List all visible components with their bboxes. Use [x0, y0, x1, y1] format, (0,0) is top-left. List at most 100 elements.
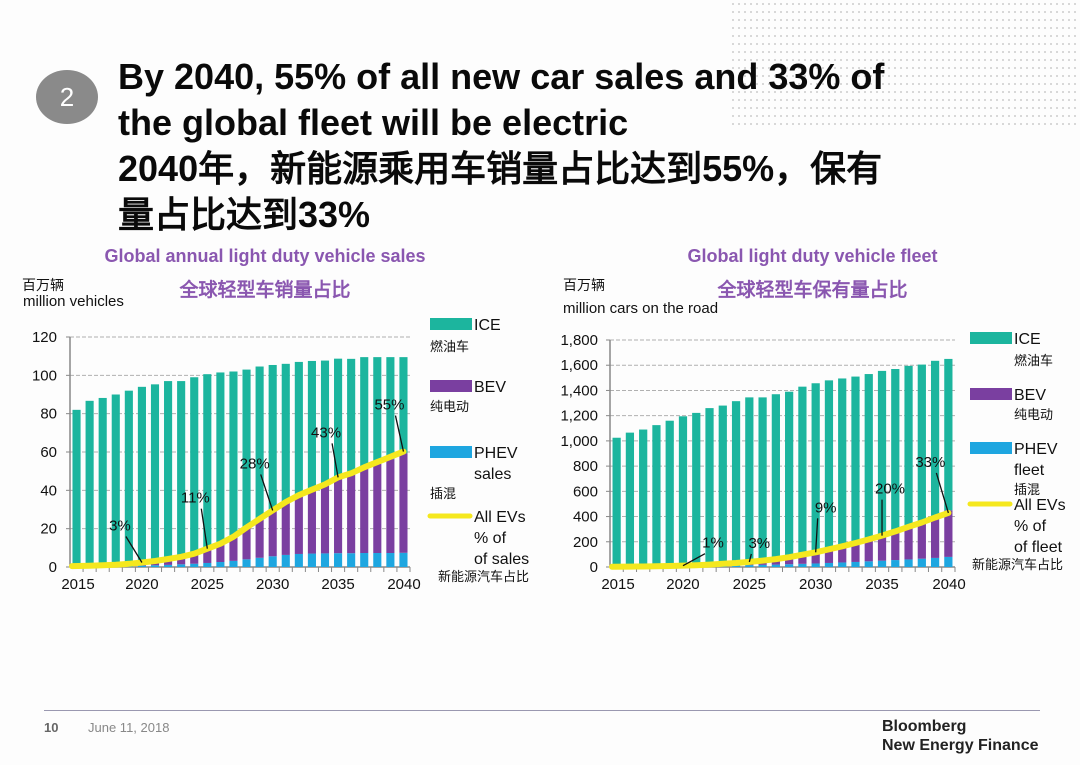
ev-share-line: [69, 448, 407, 570]
bar-bev-2029: [255, 519, 264, 558]
legend-label-phev: PHEV: [1014, 441, 1058, 458]
annotation-leader: [935, 472, 949, 514]
annotation-leader: [682, 553, 706, 567]
bar-phev-2035: [877, 560, 887, 567]
bar-phev-2033: [307, 553, 316, 567]
legend-label-cn-ice: 燃油车: [430, 339, 469, 354]
bar-bev-2034: [864, 539, 873, 562]
annotation-leader: [125, 536, 143, 563]
bar-phev-2031: [824, 562, 834, 567]
y-tick-label: 80: [40, 406, 57, 423]
bar-ice-2040: [944, 358, 953, 511]
bar-ice-2038: [917, 364, 926, 521]
x-tick-label: 2035: [865, 576, 898, 593]
bar-phev-2031: [281, 554, 290, 567]
bar-phev-2027: [229, 560, 238, 567]
slide-headline: By 2040, 55% of all new car sales and 33…: [118, 54, 884, 238]
bar-bev-2040: [944, 510, 953, 557]
bar-bev-2039: [386, 459, 395, 554]
brand-logo: Bloomberg New Energy Finance: [882, 717, 1039, 755]
bar-ice-2031: [824, 380, 834, 550]
fleet-chart: 0 200 400 600 800 1,000 1,200 1,400 1,600 1,800 20…: [560, 331, 1065, 593]
legend-label-cn-ice: 燃油车: [1014, 353, 1053, 368]
bar-bev-2026: [216, 542, 225, 563]
annotation-leader: [394, 415, 405, 452]
bar-ice-2039: [386, 357, 395, 460]
x-tick-label: 2035: [321, 576, 354, 593]
bar-ice-2015: [72, 409, 81, 567]
bar-phev-2024: [731, 565, 741, 567]
bar-ice-2024: [190, 377, 199, 555]
bar-phev-2036: [891, 560, 900, 567]
y-tick-label: 40: [40, 482, 57, 499]
annotation-label-2040: 33%: [915, 454, 945, 471]
y-tick-label: 1,600: [560, 357, 598, 374]
x-tick-label: 2040: [387, 576, 420, 593]
annotation-leader: [748, 553, 752, 563]
headline-line-3: 2040年，新能源乘用车销量占比达到55%，保有: [118, 148, 883, 189]
bar-bev-2034: [320, 484, 330, 554]
legend-swatch-phev: [970, 442, 1012, 454]
headline-line-1: By 2040, 55% of all new car sales and 33…: [118, 56, 885, 97]
legend-swatch-phev: [430, 446, 472, 458]
bar-phev-2040: [399, 552, 408, 567]
bar-ice-2036: [347, 358, 356, 475]
fleet-chart-title: Global light duty vehicle fleet: [687, 246, 938, 266]
bar-phev-2035: [334, 553, 343, 567]
bar-ice-2021: [692, 412, 701, 565]
footer-divider: [44, 710, 1040, 711]
bar-ice-2027: [771, 394, 780, 559]
bar-bev-2035: [877, 535, 887, 561]
bar-bev-2022: [164, 559, 173, 565]
bar-phev-2026: [216, 562, 225, 567]
x-tick-label: 2020: [666, 576, 699, 593]
bar-ice-2040: [399, 357, 408, 454]
bar-ice-2035: [877, 370, 887, 536]
bar-ice-2036: [891, 369, 900, 531]
bar-bev-2032: [294, 494, 303, 554]
sales-chart-title: Global annual light duty vehicle sales: [104, 246, 426, 266]
y-tick-label: 1,400: [560, 382, 598, 399]
bar-ice-2032: [294, 361, 303, 495]
bar-phev-2029: [798, 563, 807, 567]
annotation-leader: [331, 443, 339, 478]
headline-line-2: the global fleet will be electric: [118, 102, 629, 143]
x-tick-label: 2020: [125, 576, 158, 593]
legend-label-ev_share: % of: [474, 530, 507, 547]
bar-ice-2025: [745, 397, 754, 562]
legend-label-cn-ev_share: 新能源汽车占比: [438, 569, 529, 584]
sales-chart-unit-cn: 百万辆: [22, 277, 64, 293]
annotation-leader: [200, 508, 208, 549]
bar-ice-2022: [164, 381, 173, 560]
sales-chart-title-cn: 全球轻型车销量占比: [179, 280, 351, 301]
bar-phev-2025: [203, 562, 212, 567]
brand-line-1: Bloomberg: [882, 718, 967, 735]
bar-phev-2034: [864, 561, 873, 567]
annotation-label-2035: 20%: [875, 481, 905, 498]
bar-ice-2015: [612, 437, 621, 567]
y-tick-label: 600: [573, 483, 598, 500]
bar-ice-2016: [85, 400, 94, 566]
bar-ice-2030: [268, 364, 277, 511]
bar-bev-2023: [177, 557, 186, 565]
bar-ice-2029: [255, 366, 264, 520]
bar-phev-2036: [347, 553, 356, 567]
bar-ice-2017: [639, 429, 648, 567]
bar-ice-2020: [678, 416, 688, 566]
bar-phev-2026: [758, 564, 767, 567]
x-tick-label: 2025: [191, 576, 224, 593]
bar-bev-2036: [347, 474, 356, 554]
dot-pattern-decoration: [730, 0, 1080, 128]
annotation-label-2020: 1%: [702, 535, 724, 552]
bar-ice-2025: [203, 374, 212, 549]
bar-ice-2029: [798, 386, 807, 555]
bar-phev-2027: [771, 564, 780, 567]
bar-phev-2021: [150, 565, 160, 567]
bar-ice-2028: [785, 391, 794, 557]
bar-ice-2022: [705, 408, 714, 565]
bar-bev-2027: [229, 535, 238, 561]
fleet-chart-title-cn: 全球轻型车保有量占比: [717, 280, 908, 301]
y-tick-label: 1,200: [560, 408, 598, 425]
bar-phev-2039: [930, 557, 940, 567]
bar-bev-2033: [307, 490, 316, 554]
